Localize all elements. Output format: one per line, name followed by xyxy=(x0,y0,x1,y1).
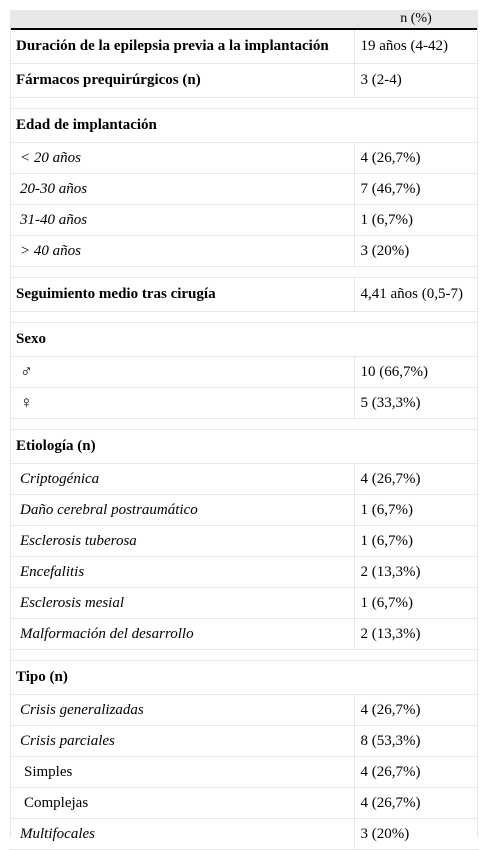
table-row: > 40 años 3 (20%) xyxy=(10,235,478,267)
row-value: 4 (26,7%) xyxy=(353,463,478,495)
section-heading: Sexo xyxy=(10,322,478,357)
spacer-row xyxy=(10,418,478,430)
table-row: Simples 4 (26,7%) xyxy=(10,756,478,788)
section-heading-row: Etiología (n) xyxy=(10,429,478,464)
row-label: Complejas xyxy=(10,787,354,819)
spacer-cell xyxy=(10,97,478,109)
spacer-cell xyxy=(10,649,478,661)
row-label: Malformación del desarrollo xyxy=(10,618,354,650)
spacer-row xyxy=(10,266,478,278)
row-label: Crisis generalizadas xyxy=(10,694,354,726)
table-row: Daño cerebral postraumático 1 (6,7%) xyxy=(10,494,478,526)
row-label: < 20 años xyxy=(10,142,354,174)
row-label: Esclerosis mesial xyxy=(10,587,354,619)
row-label: Esclerosis tuberosa xyxy=(10,525,354,557)
row-value: 4 (26,7%) xyxy=(353,142,478,174)
row-value: 1 (6,7%) xyxy=(353,494,478,526)
row-value: 5 (33,3%) xyxy=(353,387,478,419)
spacer-row xyxy=(10,649,478,661)
row-value: 2 (13,3%) xyxy=(353,556,478,588)
spacer-row xyxy=(10,311,478,323)
row-label: > 40 años xyxy=(10,235,354,267)
spacer-cell xyxy=(10,418,478,430)
table-row: < 20 años 4 (26,7%) xyxy=(10,142,478,174)
row-value: 4 (26,7%) xyxy=(353,756,478,788)
row-label: 31-40 años xyxy=(10,204,354,236)
row-value: 3 (20%) xyxy=(353,235,478,267)
row-value: 3 (2-4) xyxy=(353,63,478,98)
row-label: 20-30 años xyxy=(10,173,354,205)
spacer-cell xyxy=(10,266,478,278)
row-label: Encefalitis xyxy=(10,556,354,588)
row-value: 1 (6,7%) xyxy=(353,525,478,557)
demographics-table: n (%) Duración de la epilepsia previa a … xyxy=(10,10,478,850)
header-value-cell: n (%) xyxy=(354,10,478,30)
row-label: Multifocales xyxy=(10,818,354,850)
table-row: Multifocales 3 (20%) xyxy=(10,818,478,850)
row-value: 1 (6,7%) xyxy=(353,587,478,619)
table-row: Crisis generalizadas 4 (26,7%) xyxy=(10,694,478,726)
row-value: 19 años (4-42) xyxy=(353,29,478,64)
table-row: Malformación del desarrollo 2 (13,3%) xyxy=(10,618,478,650)
row-value: 10 (66,7%) xyxy=(353,356,478,388)
row-value: 4 (26,7%) xyxy=(353,694,478,726)
sex-symbol-icon: ♀ xyxy=(10,387,354,419)
table-row: Seguimiento medio tras cirugía 4,41 años … xyxy=(10,277,478,312)
table-row: ♀ 5 (33,3%) xyxy=(10,387,478,419)
table-row: ♂ 10 (66,7%) xyxy=(10,356,478,388)
table-row: Encefalitis 2 (13,3%) xyxy=(10,556,478,588)
row-value: 1 (6,7%) xyxy=(353,204,478,236)
row-label: Fármacos prequirúrgicos (n) xyxy=(10,63,354,98)
table-row: Complejas 4 (26,7%) xyxy=(10,787,478,819)
row-label: Crisis parciales xyxy=(10,725,354,757)
table-row: Criptogénica 4 (26,7%) xyxy=(10,463,478,495)
row-label: Seguimiento medio tras cirugía xyxy=(10,277,354,312)
table-header-row: n (%) xyxy=(10,10,478,30)
row-value: 7 (46,7%) xyxy=(353,173,478,205)
row-value: 4,41 años (0,5-7) xyxy=(353,277,478,312)
table-row: Esclerosis mesial 1 (6,7%) xyxy=(10,587,478,619)
sex-symbol-icon: ♂ xyxy=(10,356,354,388)
table-row: Fármacos prequirúrgicos (n) 3 (2-4) xyxy=(10,63,478,98)
table-body: Duración de la epilepsia previa a la imp… xyxy=(10,29,478,850)
row-label: Simples xyxy=(10,756,354,788)
section-heading-row: Tipo (n) xyxy=(10,660,478,695)
table-row: 20-30 años 7 (46,7%) xyxy=(10,173,478,205)
row-label: Duración de la epilepsia previa a la imp… xyxy=(10,29,354,64)
section-heading: Etiología (n) xyxy=(10,429,478,464)
table-row: Esclerosis tuberosa 1 (6,7%) xyxy=(10,525,478,557)
section-heading-row: Sexo xyxy=(10,322,478,357)
table-row: 31-40 años 1 (6,7%) xyxy=(10,204,478,236)
row-value: 3 (20%) xyxy=(353,818,478,850)
spacer-cell xyxy=(10,311,478,323)
row-value: 2 (13,3%) xyxy=(353,618,478,650)
spacer-row xyxy=(10,97,478,109)
header-label-cell xyxy=(10,10,354,30)
section-heading: Tipo (n) xyxy=(10,660,478,695)
row-value: 8 (53,3%) xyxy=(353,725,478,757)
row-value: 4 (26,7%) xyxy=(353,787,478,819)
section-heading: Edad de implantación xyxy=(10,108,478,143)
row-label: Daño cerebral postraumático xyxy=(10,494,354,526)
table-row: Crisis parciales 8 (53,3%) xyxy=(10,725,478,757)
row-label: Criptogénica xyxy=(10,463,354,495)
section-heading-row: Edad de implantación xyxy=(10,108,478,143)
table-row: Duración de la epilepsia previa a la imp… xyxy=(10,29,478,64)
